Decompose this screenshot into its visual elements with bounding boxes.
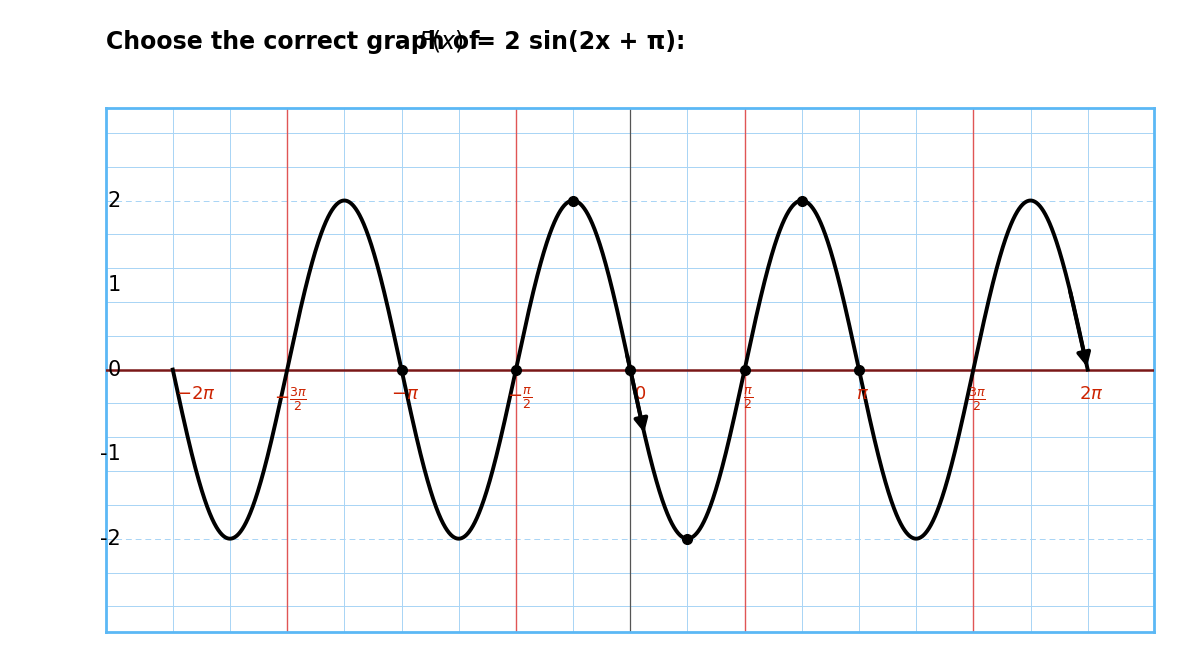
Text: -2: -2: [100, 529, 120, 548]
Text: $-\pi$: $-\pi$: [391, 385, 419, 403]
Text: $\frac{\pi}{2}$: $\frac{\pi}{2}$: [743, 385, 753, 411]
Text: 1: 1: [107, 275, 120, 295]
Text: $0$: $0$: [634, 385, 646, 403]
Text: $F(x)$: $F(x)$: [418, 28, 464, 54]
Text: 0: 0: [107, 360, 120, 380]
Text: $\pi$: $\pi$: [856, 385, 869, 403]
Text: -1: -1: [100, 444, 120, 464]
Text: $-\frac{3\pi}{2}$: $-\frac{3\pi}{2}$: [274, 385, 307, 413]
Text: $-\frac{\pi}{2}$: $-\frac{\pi}{2}$: [507, 385, 532, 411]
Text: Choose the correct graph of: Choose the correct graph of: [106, 30, 488, 54]
Text: 2: 2: [107, 191, 120, 210]
Text: $-2\pi$: $-2\pi$: [177, 385, 216, 403]
Text: = 2 sin(2x + π):: = 2 sin(2x + π):: [468, 30, 686, 54]
Text: $\frac{3\pi}{2}$: $\frac{3\pi}{2}$: [968, 385, 986, 413]
Text: $2\pi$: $2\pi$: [1079, 385, 1104, 403]
